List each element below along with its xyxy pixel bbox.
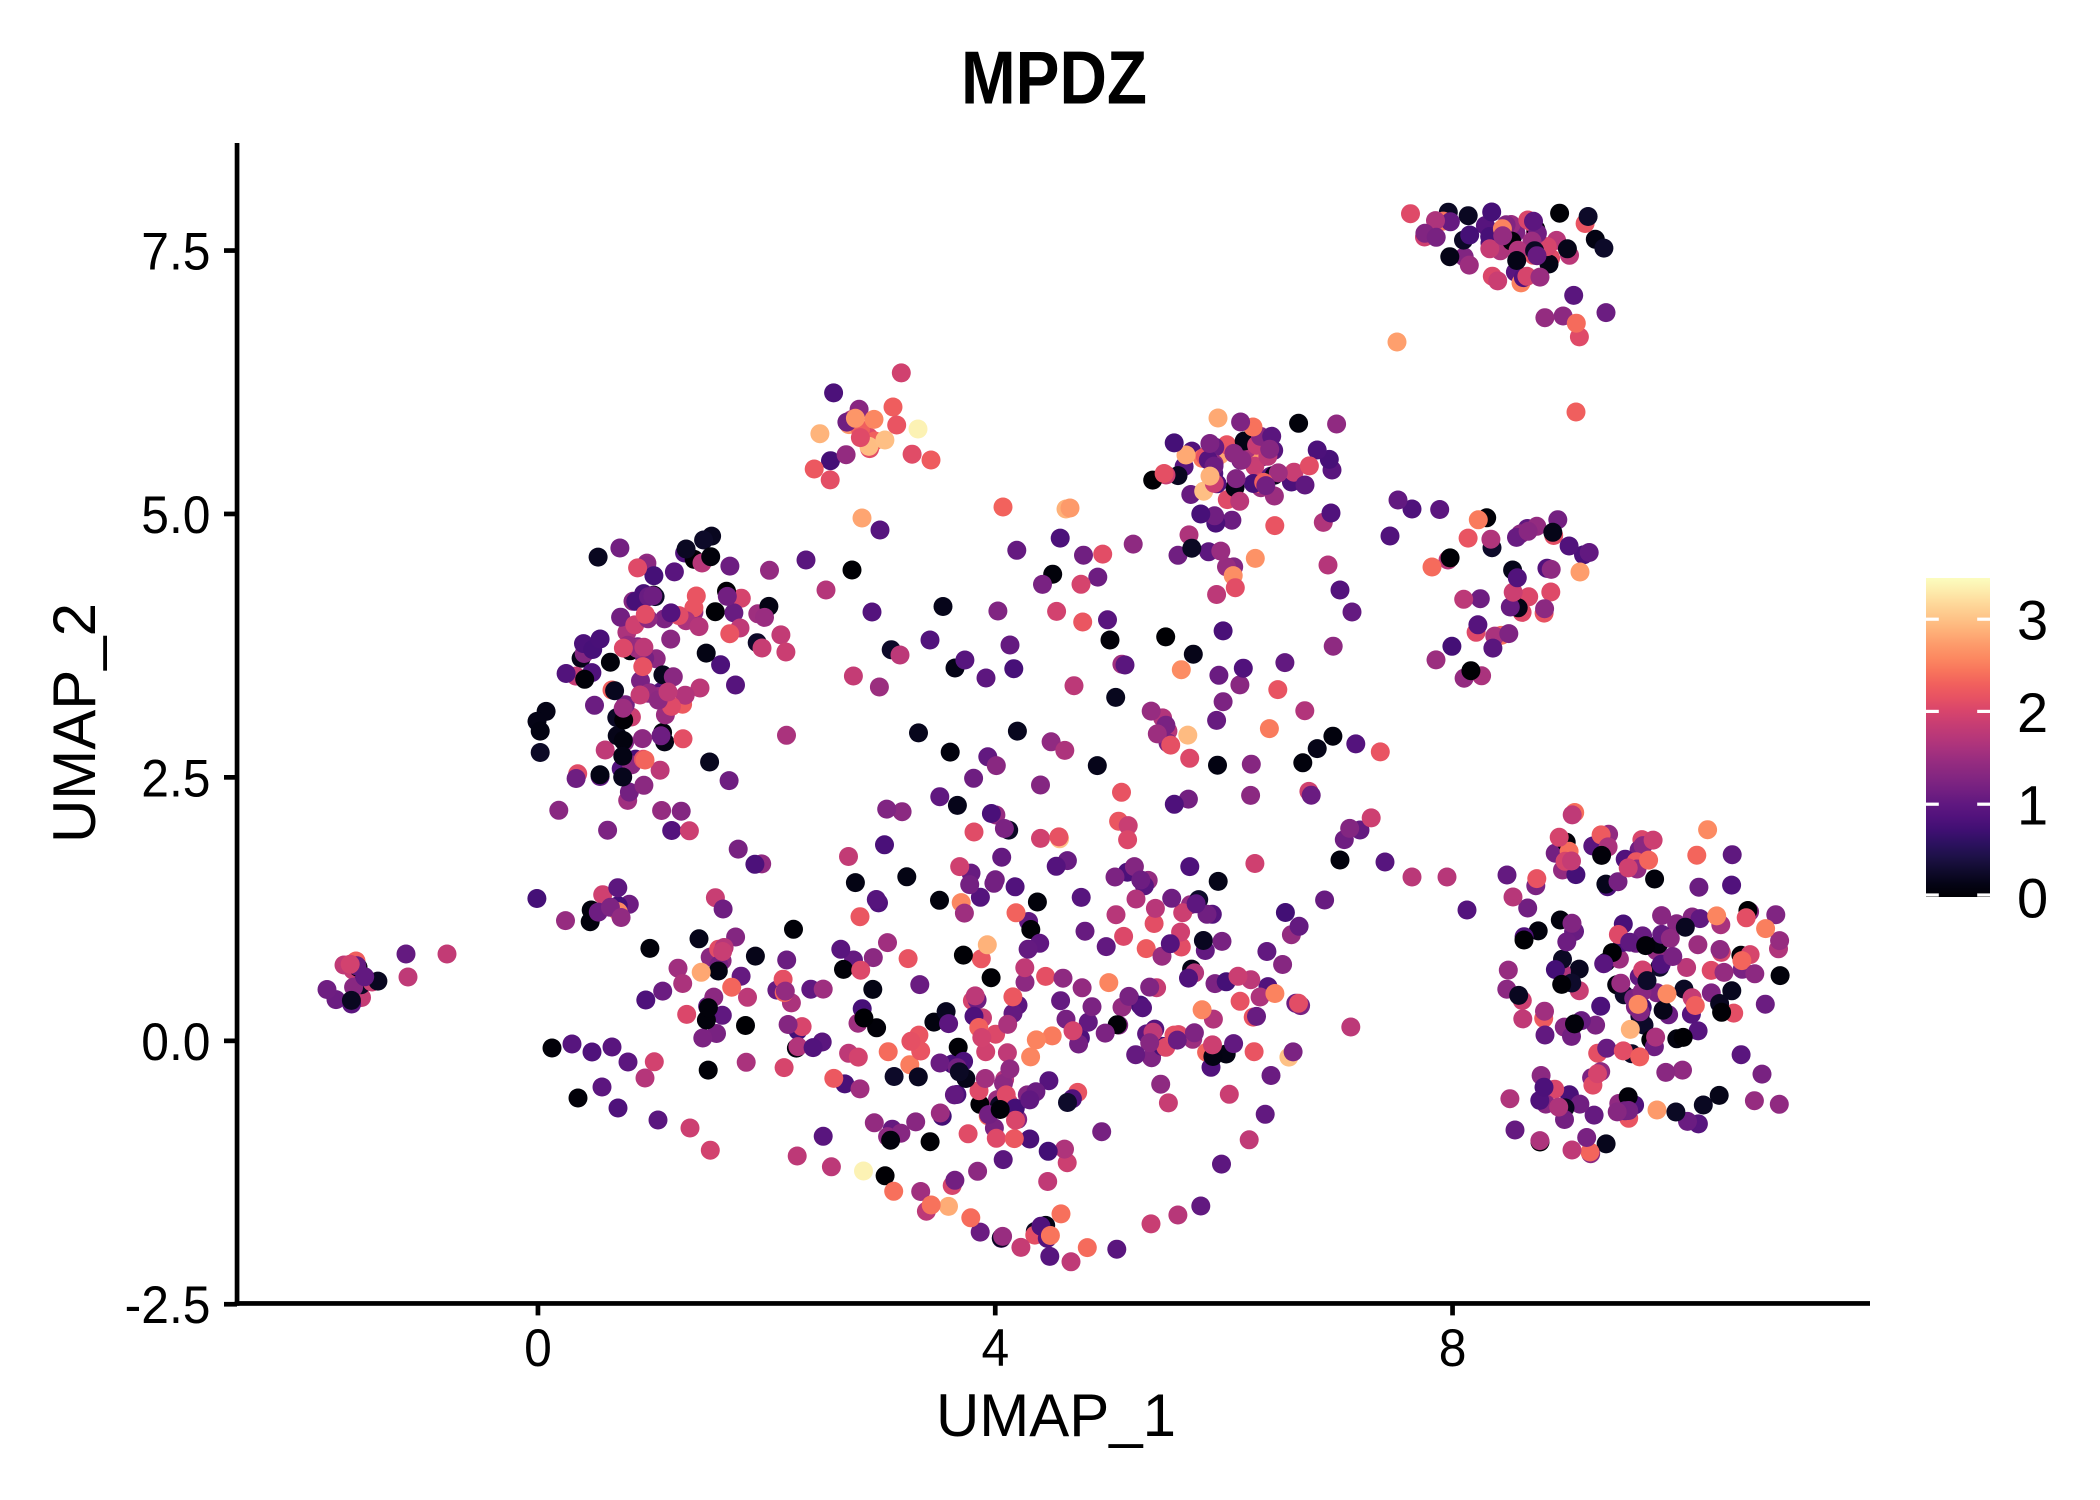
svg-text:7.5: 7.5 [141,221,210,281]
svg-text:5.0: 5.0 [141,485,210,545]
svg-text:0.0: 0.0 [141,1011,210,1071]
svg-text:8: 8 [1439,1318,1467,1378]
svg-text:0: 0 [2017,867,2048,930]
svg-text:1: 1 [2017,774,2048,837]
svg-text:-2.5: -2.5 [125,1275,211,1335]
svg-text:2.5: 2.5 [141,748,210,808]
svg-text:4: 4 [981,1318,1009,1378]
svg-text:UMAP_1: UMAP_1 [936,1382,1176,1449]
svg-text:3: 3 [2017,589,2048,652]
svg-text:MPDZ: MPDZ [961,35,1147,119]
svg-text:UMAP_2: UMAP_2 [41,603,108,843]
svg-text:2: 2 [2017,681,2048,744]
svg-text:0: 0 [524,1318,552,1378]
